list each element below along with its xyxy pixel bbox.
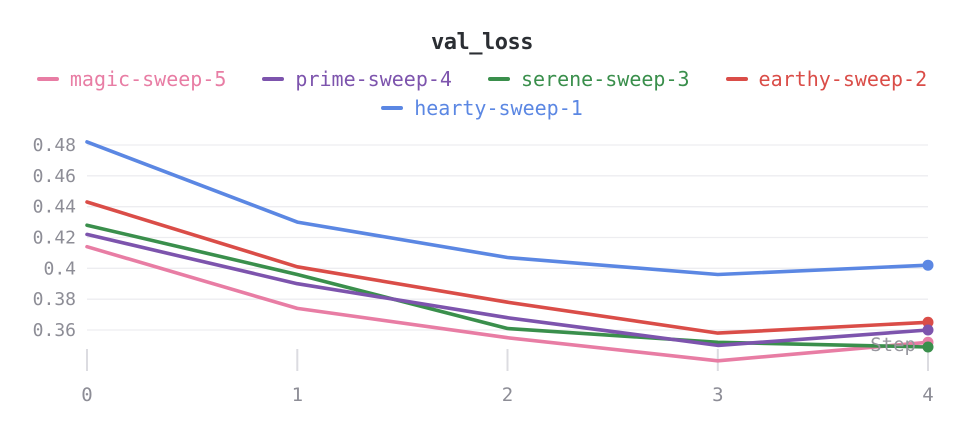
legend-label: serene-sweep-3: [520, 67, 690, 91]
chart-title: val_loss: [431, 30, 533, 55]
x-tick-label: 2: [502, 384, 513, 406]
series-line-earthy-sweep-2: [85, 200, 930, 335]
y-tick-label: 0.48: [33, 135, 76, 156]
legend-swatch: [381, 106, 404, 110]
endpoint-dot-hearty-sweep-1: [922, 259, 934, 271]
y-tick-label: 0.4: [43, 258, 76, 279]
y-tick-label: 0.46: [33, 166, 76, 187]
series-line-hearty-sweep-1: [85, 140, 930, 277]
y-tick-label: 0.42: [33, 228, 76, 249]
legend-label: prime-sweep-4: [295, 67, 452, 91]
x-tick-label: 4: [922, 384, 933, 406]
x-tick-label: 1: [292, 384, 303, 406]
endpoint-dot-serene-sweep-3: [922, 341, 934, 353]
y-tick-label: 0.36: [33, 320, 76, 341]
legend-swatch: [36, 77, 59, 81]
series-line-serene-sweep-3: [85, 223, 930, 349]
endpoint-dot-prime-sweep-4: [922, 324, 934, 336]
x-tick-label: 3: [712, 384, 723, 406]
x-tick-label: 0: [81, 384, 92, 406]
legend-swatch: [725, 77, 748, 81]
series-line-prime-sweep-4: [85, 232, 930, 348]
step-axis-label: Step: [870, 334, 916, 356]
y-tick-label: 0.38: [33, 289, 76, 310]
y-tick-label: 0.44: [33, 197, 76, 218]
legend-item-magic-sweep-5[interactable]: magic-sweep-5: [36, 66, 227, 92]
legend-label: earthy-sweep-2: [758, 67, 928, 91]
legend-item-serene-sweep-3[interactable]: serene-sweep-3: [487, 66, 690, 92]
legend: magic-sweep-5 prime-sweep-4 serene-sweep-3…: [0, 66, 964, 121]
legend-swatch: [262, 77, 285, 81]
legend-label: hearty-sweep-1: [414, 96, 583, 120]
series-line-magic-sweep-5: [85, 244, 930, 363]
legend-item-prime-sweep-4[interactable]: prime-sweep-4: [262, 66, 452, 92]
legend-label: magic-sweep-5: [69, 67, 227, 91]
legend-item-hearty-sweep-1[interactable]: hearty-sweep-1: [381, 95, 583, 121]
legend-swatch: [487, 77, 510, 81]
legend-item-earthy-sweep-2[interactable]: earthy-sweep-2: [725, 66, 928, 92]
endpoint-dot-earthy-sweep-2: [922, 316, 934, 328]
